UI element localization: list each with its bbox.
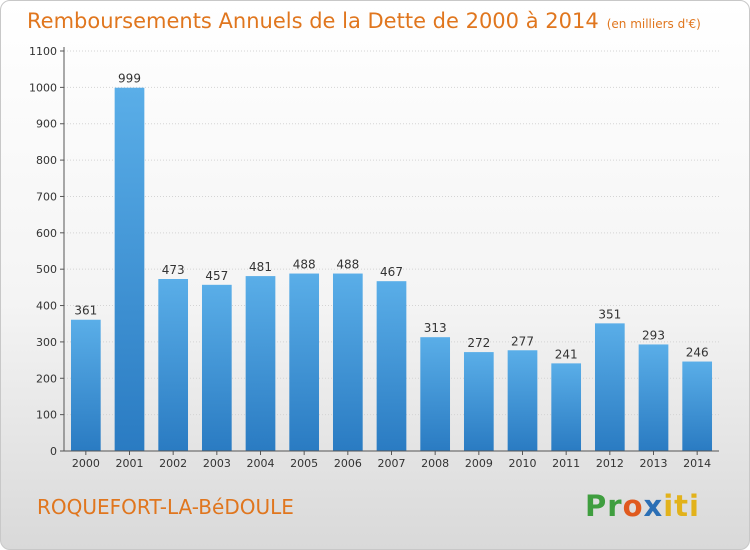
bar-value-label: 272: [467, 336, 490, 350]
x-tick-label: 2004: [247, 457, 275, 470]
bar-2004: [245, 276, 276, 451]
y-tick-label: 900: [36, 118, 57, 131]
bar-2011: [551, 363, 582, 451]
x-tick-label: 2005: [290, 457, 318, 470]
bar-2000: [70, 319, 101, 451]
bar-2008: [420, 337, 451, 451]
x-tick-label: 2001: [116, 457, 144, 470]
x-tick-label: 2011: [552, 457, 580, 470]
x-tick-label: 2002: [159, 457, 187, 470]
proxiti-logo: Proxiti: [585, 489, 700, 523]
bar-2007: [376, 281, 407, 451]
x-tick-label: 2003: [203, 457, 231, 470]
x-tick-label: 2006: [334, 457, 362, 470]
bar-2002: [158, 279, 189, 451]
x-tick-label: 2008: [421, 457, 449, 470]
bar-2005: [289, 273, 320, 451]
bars: 361 999 473 457 481 488 488 467 313 272 277 241 351 2…: [70, 72, 713, 452]
chart-title: Remboursements Annuels de la Dette de 20…: [27, 9, 701, 33]
y-tick-label: 300: [36, 336, 57, 349]
bar-value-label: 351: [598, 307, 621, 321]
bar-value-label: 481: [249, 260, 272, 274]
bar-value-label: 293: [642, 328, 665, 342]
y-tick-label: 200: [36, 372, 57, 385]
bar-value-label: 488: [293, 258, 316, 272]
bar-value-label: 999: [118, 72, 141, 86]
x-tick-label: 2012: [596, 457, 624, 470]
bar-2014: [682, 361, 713, 451]
x-tick-label: 2010: [509, 457, 537, 470]
y-axis: 0 100 200 300 400 500 600 700 800 900 1000 1100: [29, 45, 65, 458]
y-tick-label: 0: [50, 445, 57, 458]
bar-value-label: 246: [686, 346, 709, 360]
bar-2009: [463, 352, 494, 451]
y-tick-label: 1100: [29, 45, 57, 58]
bar-value-label: 277: [511, 334, 534, 348]
x-tick-label: 2013: [640, 457, 668, 470]
bar-value-label: 457: [205, 269, 228, 283]
y-tick-label: 600: [36, 227, 57, 240]
bar-value-label: 361: [74, 304, 97, 318]
y-tick-label: 1000: [29, 81, 57, 94]
y-tick-label: 700: [36, 190, 57, 203]
x-axis: 2000 2001 2002 2003 2004 2005 2006 2007 2008 2009…: [64, 450, 719, 470]
bar-2003: [201, 284, 232, 451]
bar-value-label: 241: [555, 347, 578, 361]
x-tick-label: 2014: [683, 457, 711, 470]
bar-2013: [638, 344, 669, 451]
commune-name: ROQUEFORT-LA-BéDOULE: [37, 495, 294, 519]
bar-2006: [332, 273, 363, 451]
y-tick-label: 400: [36, 300, 57, 313]
bar-2010: [507, 350, 538, 451]
bar-value-label: 488: [336, 258, 359, 272]
y-tick-label: 100: [36, 409, 57, 422]
x-tick-label: 2009: [465, 457, 493, 470]
bar-value-label: 473: [162, 263, 185, 277]
bar-value-label: 313: [424, 321, 447, 335]
chart-unit: (en milliers d'€): [606, 17, 701, 31]
bar-value-label: 467: [380, 265, 403, 279]
y-tick-label: 800: [36, 154, 57, 167]
bar-2012: [594, 323, 625, 451]
y-tick-label: 500: [36, 263, 57, 276]
chart-title-text: Remboursements Annuels de la Dette de 20…: [27, 9, 599, 33]
bar-2001: [114, 87, 145, 452]
x-tick-label: 2000: [72, 457, 100, 470]
x-tick-label: 2007: [378, 457, 406, 470]
